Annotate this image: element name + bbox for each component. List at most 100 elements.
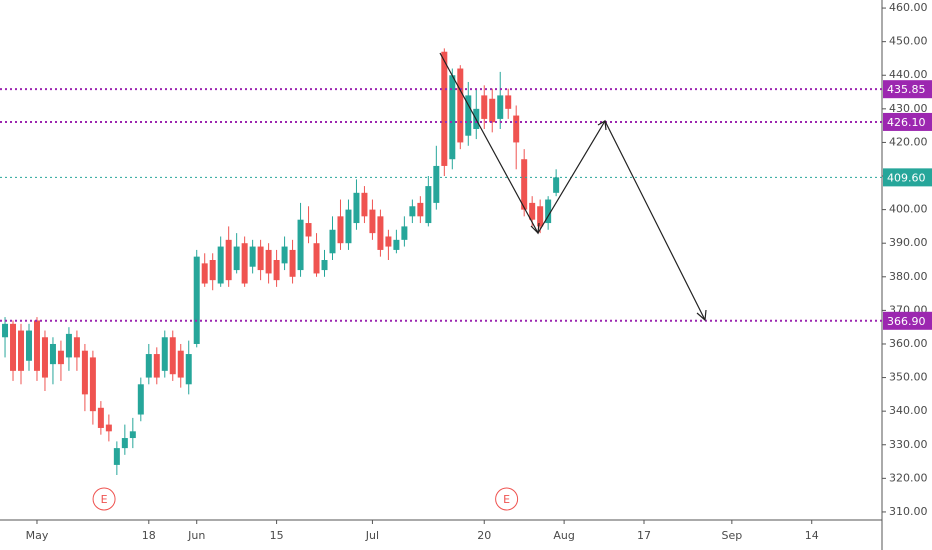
candle-body	[441, 51, 448, 166]
y-tick-label: 380.00	[889, 270, 928, 283]
candle-body	[169, 337, 176, 375]
candle-body	[513, 115, 520, 143]
y-tick-label: 390.00	[889, 236, 928, 249]
candle-body	[481, 95, 488, 119]
candle-body	[129, 431, 136, 439]
y-tick-label: 440.00	[889, 68, 928, 81]
y-tick-label: 400.00	[889, 203, 928, 216]
candle-body	[361, 192, 368, 217]
candle-body	[57, 350, 64, 365]
candle-body	[241, 243, 248, 284]
candle-body	[137, 384, 144, 415]
y-tick-label: 340.00	[889, 404, 928, 417]
x-tick-label: May	[26, 529, 49, 542]
candle-body	[401, 226, 408, 240]
candle-body	[121, 438, 128, 449]
candle-body	[337, 216, 344, 244]
candle-body	[385, 236, 392, 247]
earnings-label: E	[503, 493, 510, 506]
candle-body	[417, 202, 424, 217]
x-tick-label: Sep	[721, 529, 742, 542]
candle-body	[553, 177, 560, 193]
x-tick-label: 17	[637, 529, 651, 542]
candle-body	[393, 239, 400, 250]
x-tick-label: Aug	[553, 529, 574, 542]
candle-body	[457, 68, 464, 143]
arrow-head	[696, 309, 707, 322]
candle-body	[529, 202, 536, 220]
candle-body	[313, 243, 320, 274]
x-tick-label: 15	[270, 529, 284, 542]
y-tick-label: 350.00	[889, 371, 928, 384]
candle-body	[2, 323, 9, 338]
candle-body	[10, 323, 17, 371]
candle-body	[449, 75, 456, 160]
candle-body	[353, 192, 360, 224]
candle-body	[193, 256, 200, 344]
x-tick-label: 20	[477, 529, 491, 542]
candle-body	[465, 95, 472, 136]
candle-body	[201, 263, 208, 284]
y-tick-label: 320.00	[889, 471, 928, 484]
candle-body	[145, 354, 152, 378]
price-level-label: 435.85	[887, 83, 926, 96]
candle-body	[33, 320, 40, 371]
candle-body	[153, 354, 160, 378]
candle-body	[545, 199, 552, 224]
candle-body	[73, 337, 80, 358]
candle-body	[81, 350, 88, 395]
candle-body	[89, 357, 96, 412]
candle-body	[217, 246, 224, 284]
candle-body	[521, 159, 528, 210]
y-tick-label: 460.00	[889, 1, 928, 14]
candle-body	[65, 333, 72, 358]
x-tick-label: Jul	[365, 529, 379, 542]
y-tick-label: 430.00	[889, 102, 928, 115]
x-tick-label: 18	[142, 529, 156, 542]
candle-body	[497, 95, 504, 119]
candle-body	[409, 206, 416, 217]
candle-body	[249, 246, 256, 267]
candle-body	[233, 246, 240, 271]
candle-body	[289, 249, 296, 277]
candle-body	[18, 330, 25, 371]
candle-body	[105, 424, 112, 432]
candle-body	[433, 165, 440, 203]
price-level-label: 426.10	[887, 116, 926, 129]
x-tick-label: Jun	[187, 529, 205, 542]
candle-body	[321, 260, 328, 271]
candle-body	[113, 448, 120, 465]
y-tick-label: 420.00	[889, 135, 928, 148]
candle-body	[537, 206, 544, 227]
candle-body	[273, 260, 280, 281]
candle-body	[297, 219, 304, 271]
candle-body	[225, 239, 232, 281]
candle-body	[329, 229, 336, 254]
candle-body	[257, 246, 264, 271]
candle-body	[177, 350, 184, 378]
earnings-marker	[495, 487, 519, 511]
y-tick-label: 310.00	[889, 505, 928, 518]
y-tick-label: 330.00	[889, 438, 928, 451]
price-level-label: 409.60	[887, 171, 926, 184]
candle-body	[49, 343, 56, 365]
candle-body	[489, 98, 496, 123]
candle-body	[377, 216, 384, 250]
price-level-tag	[883, 311, 932, 330]
price-level-tag	[883, 168, 932, 187]
price-level-label: 366.90	[887, 315, 926, 328]
candle-body	[25, 330, 32, 361]
candle-body	[41, 337, 48, 378]
price-level-tag	[883, 80, 932, 99]
arrow-head	[530, 222, 540, 235]
candle-body	[425, 186, 432, 224]
arrow-head	[597, 120, 607, 131]
y-tick-label: 360.00	[889, 337, 928, 350]
y-tick-label: 450.00	[889, 35, 928, 48]
earnings-label: E	[101, 493, 108, 506]
price-level-tag	[883, 112, 932, 131]
candle-body	[161, 337, 168, 371]
x-tick-label: 14	[805, 529, 819, 542]
projection-path	[439, 52, 706, 321]
